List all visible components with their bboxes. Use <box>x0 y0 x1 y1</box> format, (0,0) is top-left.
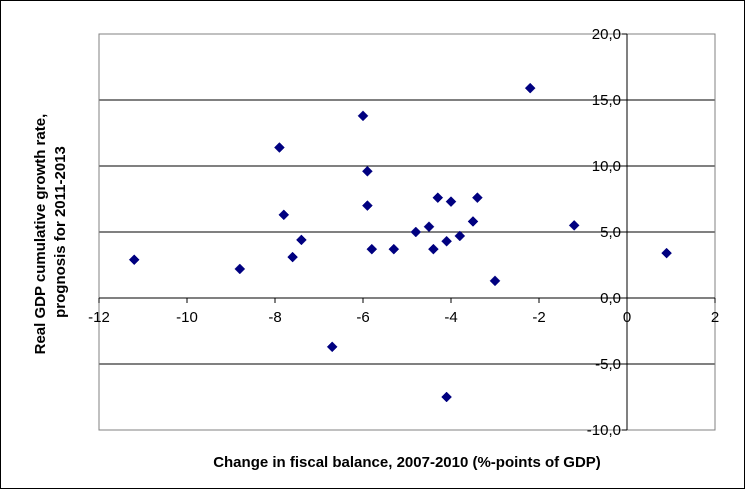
y-tick-label: 5,0 <box>600 224 621 241</box>
data-point <box>432 192 444 204</box>
tick-labels: -12 -10 -8 -6 -4 -2 0 2 -10,0 -5,0 0,0 5,0 10,0 15,0 2… <box>88 26 719 439</box>
y-tick-label: 15,0 <box>592 92 621 109</box>
data-point <box>423 221 435 233</box>
data-point <box>568 220 580 231</box>
x-tick-label: 2 <box>711 309 719 326</box>
data-point <box>296 234 307 246</box>
data-point <box>467 216 479 227</box>
x-tick-label: -12 <box>88 309 110 326</box>
x-tick-label: 0 <box>623 309 631 326</box>
y-tick-label: 0,0 <box>600 290 621 307</box>
data-point <box>362 200 373 211</box>
x-axis-title: Change in fiscal balance, 2007-2010 (%-p… <box>213 454 601 471</box>
y-axis-title: Real GDP cumulative growth rate, prognos… <box>32 110 69 355</box>
y-tick-label: -10,0 <box>587 422 621 439</box>
data-point <box>362 165 373 177</box>
data-point <box>128 254 140 266</box>
data-point <box>524 82 536 94</box>
data-point <box>234 263 246 275</box>
data-point <box>278 209 290 221</box>
y-tick-label: -5,0 <box>595 356 621 373</box>
y-axis-title-line-2: prognosis for 2011-2013 <box>52 146 69 318</box>
data-point <box>366 243 378 255</box>
data-point <box>472 192 483 204</box>
x-tick-label: -10 <box>176 309 198 326</box>
x-tick-label: -6 <box>356 309 369 326</box>
data-point <box>428 243 439 255</box>
gridlines <box>99 99 715 365</box>
data-point <box>661 247 672 259</box>
axes <box>98 33 716 431</box>
data-point <box>454 230 466 242</box>
x-tick-label: -4 <box>444 309 457 326</box>
data-point <box>441 235 452 247</box>
data-point <box>287 251 298 263</box>
y-axis-title-line-1: Real GDP cumulative growth rate, <box>32 114 49 355</box>
data-point <box>388 243 400 255</box>
data-point <box>445 196 457 207</box>
data-point <box>274 142 285 153</box>
x-tick-label: -2 <box>532 309 545 326</box>
y-tick-label: 20,0 <box>592 26 621 43</box>
data-points <box>128 82 672 403</box>
data-point <box>489 275 501 287</box>
x-tick-label: -8 <box>268 309 281 326</box>
data-point <box>357 110 369 122</box>
data-point <box>410 226 422 238</box>
y-tick-label: 10,0 <box>592 158 621 175</box>
data-point <box>441 391 452 403</box>
plot-area <box>98 33 716 431</box>
data-point <box>326 341 338 353</box>
